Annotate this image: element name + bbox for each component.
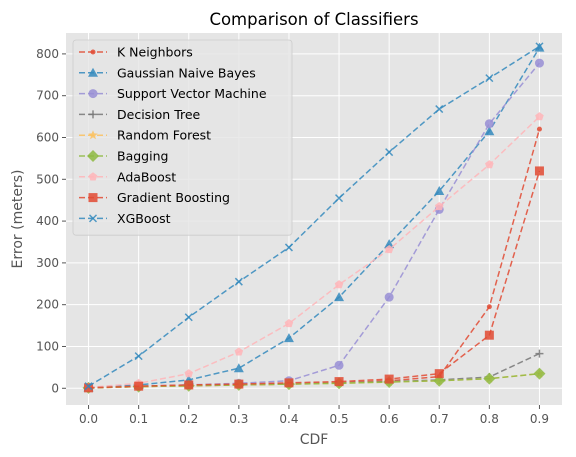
legend-label: Random Forest	[117, 128, 211, 143]
data-point	[89, 193, 98, 202]
legend-label: Gradient Boosting	[117, 190, 230, 205]
data-point	[485, 331, 494, 340]
data-point	[134, 382, 143, 391]
data-point	[487, 304, 492, 309]
data-point	[91, 50, 96, 55]
legend-label: AdaBoost	[117, 169, 176, 184]
x-tick-label: 0.5	[330, 412, 349, 426]
legend-label: Decision Tree	[117, 107, 201, 122]
x-tick-label: 0.2	[179, 412, 198, 426]
y-tick-label: 300	[36, 256, 59, 270]
legend-label: Support Vector Machine	[117, 86, 267, 101]
x-tick-label: 0.3	[229, 412, 248, 426]
x-tick-label: 0.1	[129, 412, 148, 426]
data-point	[184, 380, 193, 389]
data-point	[284, 378, 293, 387]
data-point	[535, 166, 544, 175]
data-point	[335, 361, 344, 370]
y-axis-label: Error (meters)	[10, 170, 26, 269]
x-tick-label: 0.8	[480, 412, 499, 426]
legend-item: Bagging	[79, 149, 168, 164]
x-tick-label: 0.7	[430, 412, 449, 426]
y-tick-label: 200	[36, 298, 59, 312]
x-tick-label: 0.6	[380, 412, 399, 426]
data-point	[537, 127, 542, 132]
legend-label: XGBoost	[117, 211, 171, 226]
y-tick-label: 600	[36, 130, 59, 144]
x-tick-label: 0.4	[279, 412, 298, 426]
chart-title: Comparison of Classifiers	[209, 10, 418, 29]
data-point	[385, 375, 394, 384]
legend: K Neighbors Gaussian Naive Bayes Support V…	[73, 40, 292, 235]
x-tick-label: 0.0	[79, 412, 98, 426]
data-point	[535, 59, 544, 68]
y-tick-label: 800	[36, 47, 59, 61]
data-point	[435, 369, 444, 378]
y-tick-label: 0	[51, 381, 59, 395]
legend-label: K Neighbors	[117, 45, 193, 60]
x-tick-label: 0.9	[530, 412, 549, 426]
legend-label: Gaussian Naive Bayes	[117, 65, 256, 80]
y-tick-label: 400	[36, 214, 59, 228]
y-tick-label: 100	[36, 339, 59, 353]
data-point	[485, 119, 494, 128]
data-point	[234, 380, 243, 389]
x-axis-label: CDF	[300, 432, 329, 448]
y-tick-label: 700	[36, 89, 59, 103]
y-tick-label: 500	[36, 172, 59, 186]
data-point	[385, 293, 394, 302]
data-point	[335, 377, 344, 386]
legend-label: Bagging	[117, 149, 168, 164]
data-point	[89, 89, 98, 98]
